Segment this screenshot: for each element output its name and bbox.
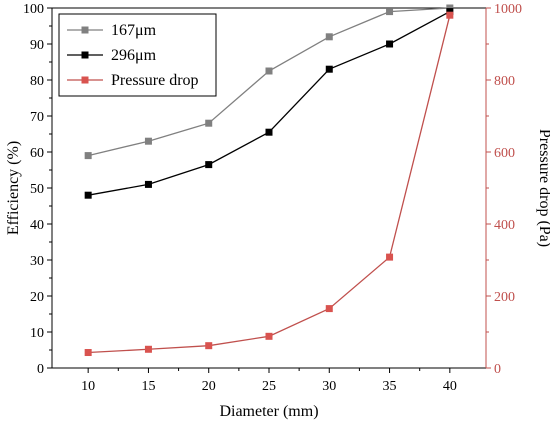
series-point-1 <box>446 8 454 16</box>
series-point-2 <box>325 305 333 313</box>
legend-label: 296μm <box>111 47 157 64</box>
y-axis-title: Efficiency (%) <box>5 141 22 235</box>
series-point-2 <box>144 345 152 353</box>
series-point-0 <box>325 33 333 41</box>
series-point-0 <box>386 8 394 16</box>
y-right-tick-label: 0 <box>494 362 501 377</box>
y-tick-label: 60 <box>30 146 44 161</box>
series-point-1 <box>205 161 213 169</box>
x-axis-title: Diameter (mm) <box>219 403 318 420</box>
legend-label: Pressure drop <box>111 72 199 89</box>
y-tick-label: 10 <box>30 326 44 341</box>
x-tick-label: 25 <box>262 379 276 394</box>
series-point-1 <box>144 180 152 188</box>
legend: 167μm 296μm Pressure drop <box>58 13 217 97</box>
series-point-1 <box>325 65 333 73</box>
y-axis-right: 0 200 400 600 800 1000 <box>486 2 522 377</box>
y-tick-label: 80 <box>30 74 44 89</box>
y-tick-label: 40 <box>30 218 44 233</box>
y-right-tick-label: 400 <box>494 218 515 233</box>
series-point-0 <box>144 137 152 145</box>
y-right-tick-label: 200 <box>494 290 515 305</box>
x-tick-label: 35 <box>383 379 397 394</box>
legend-marker <box>81 26 89 34</box>
legend-label: 167μm <box>111 22 157 39</box>
y-axis-left: 0 10 20 30 40 50 60 70 80 90 100 <box>23 2 52 377</box>
series-point-0 <box>446 4 454 12</box>
series-point-0 <box>265 67 273 75</box>
x-tick-label: 10 <box>81 379 95 394</box>
y-tick-label: 20 <box>30 290 44 305</box>
x-tick-label: 15 <box>141 379 155 394</box>
series-point-1 <box>84 191 92 199</box>
y-tick-label: 0 <box>37 362 44 377</box>
series-point-2 <box>386 253 394 261</box>
y-axis-right-title: Pressure drop (Pa) <box>536 129 550 247</box>
y-tick-label: 70 <box>30 110 44 125</box>
series-point-1 <box>386 40 394 48</box>
y-tick-label: 50 <box>30 182 44 197</box>
legend-marker <box>81 76 89 84</box>
x-tick-label: 40 <box>443 379 457 394</box>
y-tick-label: 90 <box>30 38 44 53</box>
series-point-0 <box>84 152 92 160</box>
series-point-0 <box>205 119 213 127</box>
x-tick-label: 20 <box>202 379 216 394</box>
x-tick-label: 30 <box>322 379 336 394</box>
y-right-tick-label: 800 <box>494 74 515 89</box>
series-point-2 <box>446 11 454 19</box>
series-layer <box>84 4 454 357</box>
series-point-1 <box>265 128 273 136</box>
y-tick-label: 100 <box>23 2 44 17</box>
y-right-tick-label: 1000 <box>494 2 522 17</box>
series-point-2 <box>205 342 213 350</box>
y-right-tick-label: 600 <box>494 146 515 161</box>
series-point-2 <box>84 349 92 357</box>
y-tick-label: 30 <box>30 254 44 269</box>
series-point-2 <box>265 332 273 340</box>
legend-marker <box>81 51 89 59</box>
x-axis: 10 15 20 25 30 35 40 <box>81 368 457 394</box>
